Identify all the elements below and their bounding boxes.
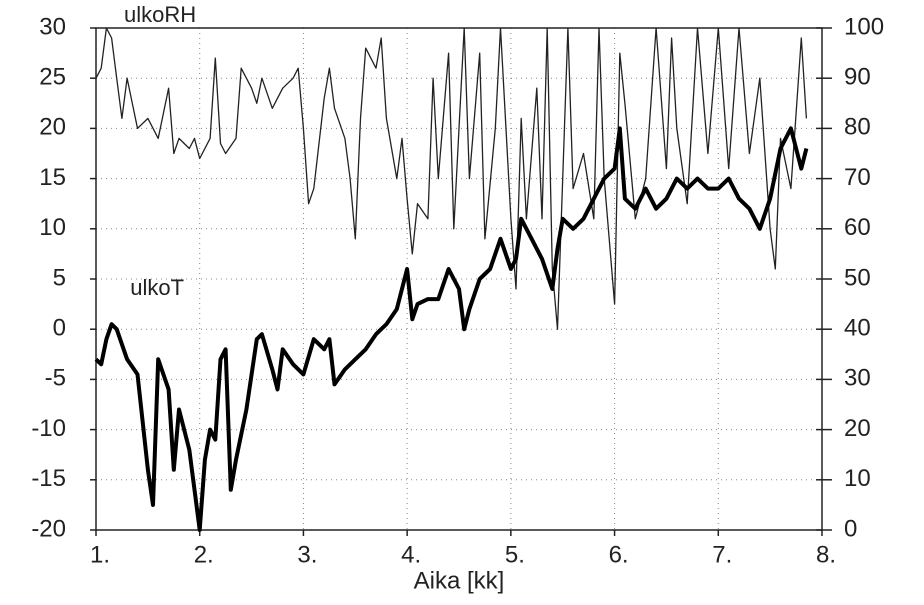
y2-tick-label: 100 xyxy=(844,13,884,40)
y-tick-label: 25 xyxy=(39,64,66,91)
y-tick-label: 30 xyxy=(39,13,66,40)
y-tick-label: 10 xyxy=(39,214,66,241)
y-tick-label: -20 xyxy=(31,515,66,542)
x-tick-label: 2. xyxy=(194,541,214,568)
series-line xyxy=(95,27,808,330)
y2-tick-label: 0 xyxy=(844,515,857,542)
y-tick-label: -5 xyxy=(45,365,66,392)
y-tick-label: 15 xyxy=(39,164,66,191)
series-label: ulkoT xyxy=(130,275,184,300)
x-tick-label: 8. xyxy=(816,541,836,568)
y-tick-label: 0 xyxy=(53,315,66,342)
y-tick-label: -15 xyxy=(31,465,66,492)
series-line xyxy=(94,126,809,532)
y-tick-label: -10 xyxy=(31,415,66,442)
x-tick-label: 5. xyxy=(505,541,525,568)
y2-tick-label: 60 xyxy=(844,214,871,241)
series-label: ulkoRH xyxy=(124,2,196,27)
y2-tick-label: 20 xyxy=(844,415,871,442)
y-tick-label: 5 xyxy=(53,264,66,291)
y2-tick-label: 30 xyxy=(844,365,871,392)
plot-frame xyxy=(95,27,823,531)
y2-tick-label: 90 xyxy=(844,64,871,91)
y2-tick-label: 50 xyxy=(844,264,871,291)
x-tick-label: 1. xyxy=(90,541,110,568)
y2-tick-label: 10 xyxy=(844,465,871,492)
x-axis-label: Aika [kk] xyxy=(414,567,505,594)
x-tick-label: 7. xyxy=(712,541,732,568)
x-tick-label: 3. xyxy=(297,541,317,568)
y-tick-label: 20 xyxy=(39,114,66,141)
x-tick-label: 6. xyxy=(609,541,629,568)
y2-tick-label: 80 xyxy=(844,114,871,141)
y2-tick-label: 40 xyxy=(844,315,871,342)
y2-tick-label: 70 xyxy=(844,164,871,191)
x-tick-label: 4. xyxy=(401,541,421,568)
